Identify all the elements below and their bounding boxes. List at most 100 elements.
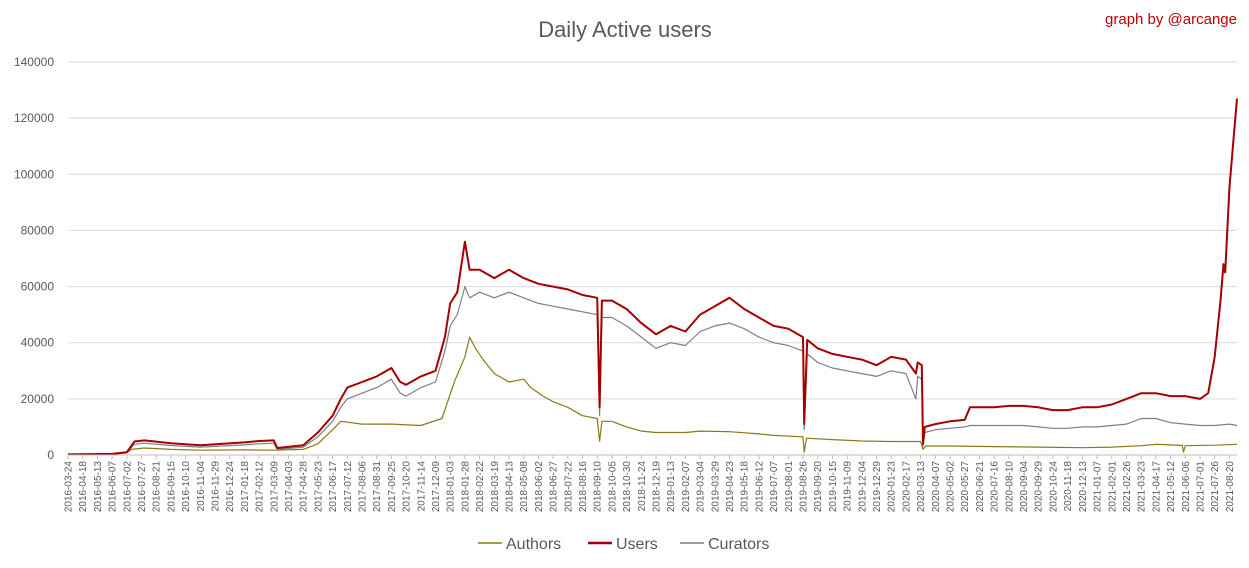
- x-tick-label: 2017-10-20: [402, 461, 413, 513]
- x-tick-label: 2018-04-13: [505, 461, 516, 513]
- legend-label-curators: Curators: [708, 536, 769, 553]
- x-tick-label: 2017-08-06: [358, 461, 369, 513]
- x-tick-label: 2018-05-08: [519, 461, 530, 513]
- x-tick-label: 2017-03-09: [269, 461, 280, 513]
- x-axis-ticks: 2016-03-24 2016-04-18 2016-05-13 2016-06-07…: [64, 455, 1236, 512]
- x-tick-label: 2019-05-18: [740, 461, 751, 513]
- x-tick-label: 2019-10-15: [828, 461, 839, 513]
- x-tick-label: 2018-02-22: [475, 461, 486, 513]
- x-tick-label: 2016-09-15: [166, 461, 177, 513]
- x-tick-label: 2019-04-23: [725, 461, 736, 513]
- y-axis-ticks: 0 20000 40000 60000 80000 100000 120000 140000: [14, 55, 54, 462]
- legend: Authors Users Curators: [478, 536, 769, 553]
- x-tick-label: 2018-10-30: [622, 461, 633, 513]
- x-tick-label: 2019-12-04: [857, 461, 868, 513]
- x-tick-label: 2017-12-09: [431, 461, 442, 513]
- y-tick-label: 80000: [21, 223, 55, 237]
- x-tick-label: 2020-12-13: [1078, 461, 1089, 513]
- x-tick-label: 2019-07-07: [769, 461, 780, 513]
- x-tick-label: 2018-10-05: [607, 461, 618, 513]
- x-tick-label: 2020-08-10: [1004, 461, 1015, 513]
- x-tick-label: 2020-02-17: [901, 461, 912, 513]
- x-tick-label: 2017-04-03: [284, 461, 295, 513]
- x-tick-label: 2020-09-04: [1019, 461, 1030, 513]
- x-tick-label: 2016-07-27: [137, 461, 148, 513]
- x-tick-label: 2021-07-26: [1210, 461, 1221, 513]
- x-tick-label: 2017-11-14: [416, 461, 427, 512]
- series-line-users: [67, 98, 1238, 456]
- series-lines: [67, 98, 1238, 456]
- x-tick-label: 2017-09-25: [387, 461, 398, 513]
- x-tick-label: 2016-04-18: [78, 461, 89, 513]
- x-tick-label: 2019-06-12: [754, 461, 765, 513]
- x-tick-label: 2016-03-24: [64, 461, 75, 513]
- x-tick-label: 2020-07-16: [990, 461, 1001, 513]
- x-tick-label: 2016-10-10: [181, 461, 192, 513]
- x-tick-label: 2018-01-28: [460, 461, 471, 513]
- x-tick-label: 2018-09-10: [593, 461, 604, 513]
- x-tick-label: 2021-02-01: [1107, 461, 1118, 513]
- x-tick-label: 2021-04-17: [1151, 461, 1162, 513]
- x-tick-label: 2020-05-27: [960, 461, 971, 513]
- x-tick-label: 2021-07-01: [1195, 461, 1206, 513]
- x-tick-label: 2016-12-24: [225, 461, 236, 513]
- x-tick-label: 2017-05-23: [313, 461, 324, 513]
- x-tick-label: 2019-08-01: [784, 461, 795, 513]
- legend-label-authors: Authors: [506, 536, 561, 553]
- x-tick-label: 2020-10-24: [1048, 461, 1059, 513]
- x-tick-label: 2016-11-29: [211, 461, 222, 512]
- y-tick-label: 40000: [21, 336, 55, 350]
- x-tick-label: 2017-04-28: [299, 461, 310, 513]
- x-tick-label: 2020-11-18: [1063, 461, 1074, 512]
- x-tick-label: 2019-01-13: [666, 461, 677, 513]
- x-tick-label: 2018-03-19: [490, 461, 501, 513]
- y-tick-label: 100000: [14, 167, 54, 181]
- chart-credit: graph by @arcange: [1105, 11, 1237, 28]
- y-tick-label: 120000: [14, 111, 54, 125]
- x-tick-label: 2018-01-03: [446, 461, 457, 513]
- x-tick-label: 2021-08-20: [1225, 461, 1236, 513]
- y-tick-label: 60000: [21, 280, 55, 294]
- x-tick-label: 2020-06-21: [975, 461, 986, 513]
- x-tick-label: 2021-03-23: [1137, 461, 1148, 513]
- y-tick-label: 0: [47, 448, 54, 462]
- legend-label-users: Users: [616, 536, 658, 553]
- x-tick-label: 2018-12-19: [652, 461, 663, 513]
- x-tick-label: 2020-03-13: [916, 461, 927, 513]
- x-tick-label: 2020-04-07: [931, 461, 942, 513]
- x-tick-label: 2020-05-02: [946, 461, 957, 513]
- x-tick-label: 2017-06-17: [328, 461, 339, 513]
- x-tick-label: 2021-02-26: [1122, 461, 1133, 513]
- gridlines: [68, 61, 1237, 400]
- x-tick-label: 2018-07-22: [563, 461, 574, 513]
- x-tick-label: 2019-09-20: [813, 461, 824, 513]
- x-tick-label: 2019-08-26: [799, 461, 810, 513]
- x-tick-label: 2016-11-04: [196, 461, 207, 512]
- x-tick-label: 2020-09-29: [1034, 461, 1045, 513]
- y-tick-label: 20000: [21, 392, 55, 406]
- y-tick-label: 140000: [14, 55, 54, 69]
- x-tick-label: 2021-05-12: [1166, 461, 1177, 513]
- series-line-authors: [67, 336, 1238, 456]
- x-tick-label: 2020-01-23: [887, 461, 898, 513]
- series-line-curators: [67, 286, 1238, 456]
- x-tick-label: 2018-06-02: [534, 461, 545, 513]
- x-tick-label: 2016-05-13: [93, 461, 104, 513]
- x-tick-label: 2017-02-12: [255, 461, 266, 513]
- x-tick-label: 2019-12-29: [872, 461, 883, 513]
- x-tick-label: 2019-11-09: [843, 461, 854, 512]
- x-tick-label: 2018-08-16: [578, 461, 589, 513]
- x-tick-label: 2021-06-06: [1181, 461, 1192, 513]
- x-tick-label: 2019-03-29: [710, 461, 721, 513]
- x-tick-label: 2019-03-04: [696, 461, 707, 513]
- x-tick-label: 2017-01-18: [240, 461, 251, 513]
- chart-title: Daily Active users: [538, 17, 712, 42]
- x-tick-label: 2016-06-07: [108, 461, 119, 513]
- x-tick-label: 2016-08-21: [152, 461, 163, 513]
- x-tick-label: 2016-07-02: [122, 461, 133, 513]
- x-tick-label: 2019-02-07: [681, 461, 692, 513]
- x-tick-label: 2018-11-24: [637, 461, 648, 512]
- x-tick-label: 2021-01-07: [1093, 461, 1104, 513]
